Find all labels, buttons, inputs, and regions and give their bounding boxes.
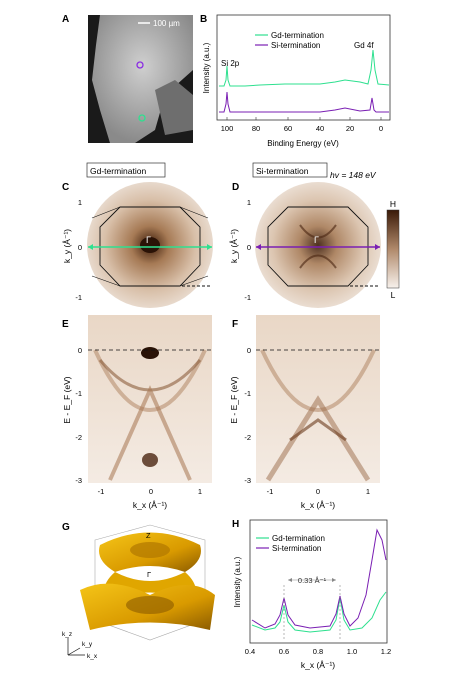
xtick: 1 bbox=[366, 487, 370, 496]
xtick: 0.6 bbox=[279, 647, 289, 656]
panel-label-g: G bbox=[62, 522, 70, 533]
si-spectrum bbox=[219, 91, 389, 113]
photon-energy: hv = 148 eV bbox=[330, 170, 377, 180]
panel-label-c: C bbox=[62, 182, 69, 193]
panel-c-fermi-map: Gd-termination Γ k_y (Å⁻¹) 1 0 -1 bbox=[62, 162, 213, 308]
colorbar: H L bbox=[386, 199, 400, 300]
xtick: 1.0 bbox=[347, 647, 357, 656]
ytick: 0 bbox=[78, 243, 82, 252]
panel-label-d: D bbox=[232, 182, 239, 193]
gamma-label-d: Γ bbox=[314, 235, 319, 245]
ytick: -2 bbox=[244, 433, 251, 442]
ytick: 1 bbox=[247, 198, 251, 207]
xtick: 1 bbox=[198, 487, 202, 496]
purple-marker bbox=[136, 61, 144, 69]
colorbar-low: L bbox=[391, 290, 396, 300]
xtick: 0.4 bbox=[245, 647, 255, 656]
tick-label: 100 bbox=[221, 124, 234, 133]
panel-f-xlabel: k_x (Å⁻¹) bbox=[301, 500, 335, 510]
axis-kz: k_z bbox=[62, 631, 72, 638]
tick-label: 40 bbox=[316, 124, 324, 133]
ytick: -3 bbox=[75, 476, 82, 485]
tick-label: 0 bbox=[379, 124, 383, 133]
panel-e-dispersion: E - E_F (eV) 0 -1 -2 -3 -1 0 1 k_x (Å⁻¹) bbox=[62, 315, 212, 510]
xtick: -1 bbox=[98, 487, 105, 496]
tick-label: 60 bbox=[284, 124, 292, 133]
peak-si-label: Si 2p bbox=[221, 59, 240, 68]
panel-b-legend: Gd-termination Si-termination bbox=[255, 31, 324, 50]
panel-h-legend: Gd-termination Si-termination bbox=[256, 534, 325, 553]
xtick: 0.8 bbox=[313, 647, 323, 656]
axis-kx: k_x bbox=[87, 653, 98, 660]
green-marker bbox=[138, 114, 146, 122]
panel-a-micrograph: 100 µm bbox=[88, 15, 193, 143]
panel-b-ticks: 100 80 60 40 20 0 bbox=[221, 124, 383, 133]
panel-h-xlabel: k_x (Å⁻¹) bbox=[301, 660, 335, 670]
tick-label: 20 bbox=[346, 124, 354, 133]
legend-gd: Gd-termination bbox=[272, 534, 325, 543]
mdc-si bbox=[251, 528, 387, 629]
panel-c-title: Gd-termination bbox=[90, 166, 146, 176]
panel-g-axes bbox=[67, 638, 85, 656]
ytick: -1 bbox=[75, 389, 82, 398]
ytick: 1 bbox=[78, 198, 82, 207]
legend-si: Si-termination bbox=[271, 41, 320, 50]
panel-f-dispersion: E - E_F (eV) 0 -1 -2 -3 -1 0 1 k_x (Å⁻¹) bbox=[229, 315, 380, 510]
panel-e-ylabel: E - E_F (eV) bbox=[62, 376, 72, 423]
panel-h-ylabel: Intensity (a.u.) bbox=[233, 556, 242, 607]
panel-g-z: Z bbox=[146, 531, 151, 540]
scale-bar-label: 100 µm bbox=[153, 19, 180, 28]
panel-b-ylabel: Intensity (a.u.) bbox=[202, 42, 211, 93]
panel-g-fermi-surface-3d: Z Γ k_z k_y k_x bbox=[62, 524, 215, 660]
panel-g-gamma: Γ bbox=[147, 570, 151, 579]
panel-e-xlabel: k_x (Å⁻¹) bbox=[133, 500, 167, 510]
ytick: 0 bbox=[247, 346, 251, 355]
panel-label-b: B bbox=[200, 14, 207, 25]
legend-si: Si-termination bbox=[272, 544, 321, 553]
panel-d-fermi-map: Si-termination hv = 148 eV Γ k_y (Å⁻¹) 1… bbox=[229, 162, 381, 308]
legend-gd: Gd-termination bbox=[271, 31, 324, 40]
mdc-gd bbox=[251, 591, 387, 633]
panel-b-xlabel: Binding Energy (eV) bbox=[267, 139, 339, 148]
xtick: 0 bbox=[316, 487, 320, 496]
peak-gd-label: Gd 4f bbox=[354, 41, 374, 50]
panel-label-h: H bbox=[232, 519, 239, 530]
gd-spectrum bbox=[219, 49, 390, 87]
panel-b-spectra: Intensity (a.u.) Binding Energy (eV) 100… bbox=[202, 14, 391, 148]
panel-f-ylabel: E - E_F (eV) bbox=[229, 376, 239, 423]
panel-d-title: Si-termination bbox=[256, 166, 309, 176]
gamma-label-c: Γ bbox=[146, 235, 151, 245]
axis-ky: k_y bbox=[82, 641, 93, 648]
ytick: 0 bbox=[247, 243, 251, 252]
xtick: 0 bbox=[149, 487, 153, 496]
xtick: -1 bbox=[267, 487, 274, 496]
ytick: -1 bbox=[244, 293, 251, 302]
colorbar-high: H bbox=[390, 199, 396, 209]
panel-c-ylabel: k_y (Å⁻¹) bbox=[62, 229, 72, 263]
ytick: -1 bbox=[75, 293, 82, 302]
ytick: 0 bbox=[78, 346, 82, 355]
tick-label: 80 bbox=[252, 124, 260, 133]
ytick: -2 bbox=[75, 433, 82, 442]
xtick: 1.2 bbox=[381, 647, 391, 656]
panel-h-mdc: Intensity (a.u.) 0.4 0.6 0.8 1.0 1.2 k_x… bbox=[233, 519, 391, 670]
peak-spacing: 0.33 Å⁻¹ bbox=[298, 576, 327, 585]
panel-label-a: A bbox=[62, 14, 69, 25]
ytick: -3 bbox=[244, 476, 251, 485]
ytick: -1 bbox=[244, 389, 251, 398]
panel-d-ylabel: k_y (Å⁻¹) bbox=[229, 229, 239, 263]
panel-label-f: F bbox=[232, 319, 238, 330]
panel-label-e: E bbox=[62, 319, 69, 330]
